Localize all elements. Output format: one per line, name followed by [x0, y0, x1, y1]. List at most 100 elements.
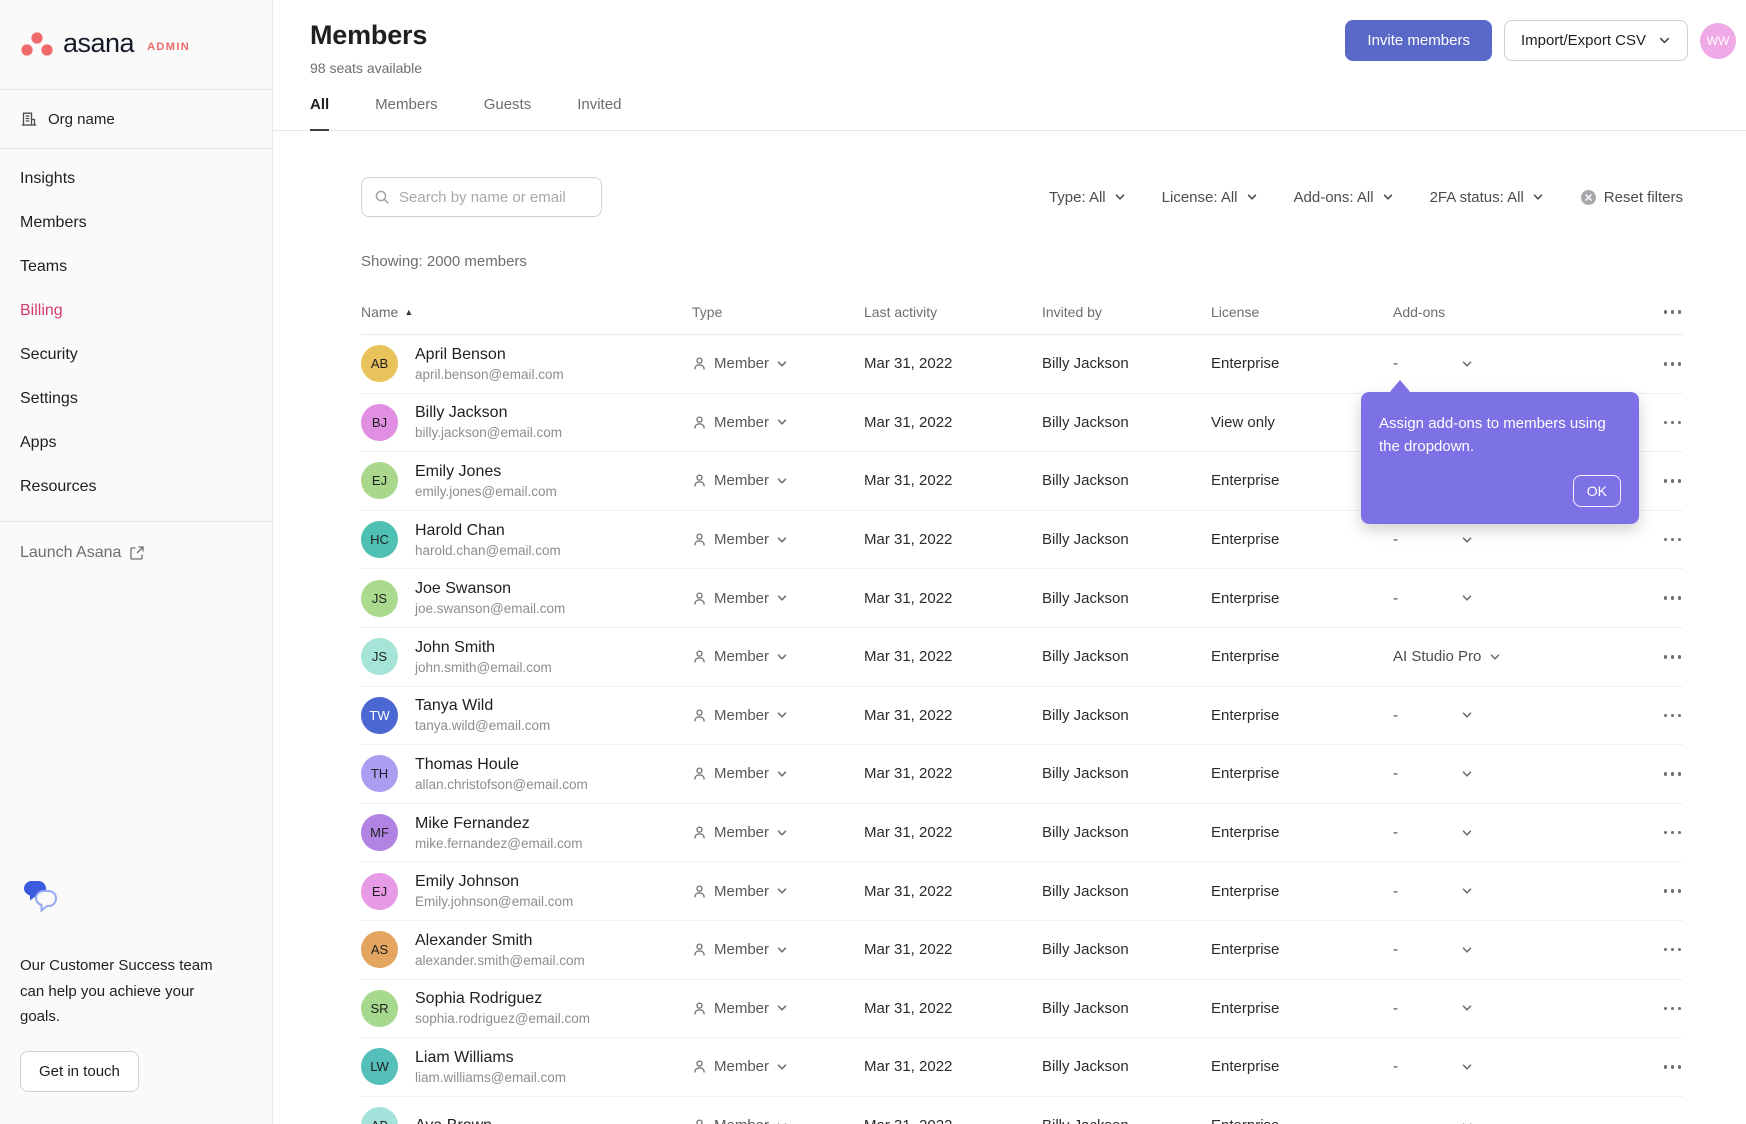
row-menu-button[interactable] [1662, 944, 1684, 956]
sidebar-item-resources[interactable]: Resources [0, 465, 272, 509]
filter-type[interactable]: Type: All [1049, 189, 1126, 206]
member-name: Joe Swanson [415, 580, 512, 598]
tab-members[interactable]: Members [375, 96, 438, 130]
tab-guests[interactable]: Guests [484, 96, 532, 130]
column-header-last-activity[interactable]: Last activity ▲ [864, 304, 1042, 320]
column-header-type[interactable]: Type ▲ [692, 304, 864, 320]
member-row: JS Joe Swanson joe.swanson@email.com Mem… [361, 569, 1683, 628]
invited-by-cell: Billy Jackson [1042, 1058, 1129, 1076]
tab-invited[interactable]: Invited [577, 96, 621, 130]
member-type-dropdown[interactable]: Member [692, 472, 864, 489]
member-name: Liam Williams [415, 1048, 514, 1066]
member-type-dropdown[interactable]: Member [692, 1117, 864, 1124]
row-menu-button[interactable] [1662, 1120, 1684, 1124]
member-name-cell[interactable]: JS John Smith john.smith@email.com [361, 638, 692, 676]
tab-all[interactable]: All [310, 96, 330, 131]
sidebar-item-security[interactable]: Security [0, 333, 272, 377]
column-header-name[interactable]: Name ▲ [361, 304, 692, 320]
sidebar-item-billing[interactable]: Billing [0, 289, 272, 333]
addons-dropdown[interactable]: - [1393, 1058, 1473, 1075]
member-name-cell[interactable]: EJ Emily Jones emily.jones@email.com [361, 462, 692, 500]
member-row: AB Ava Brown Member Mar 31, 2022 Billy J… [361, 1097, 1683, 1124]
addons-dropdown[interactable]: - [1393, 1000, 1473, 1017]
filter-2fa-status[interactable]: 2FA status: All [1430, 189, 1544, 206]
import-export-csv-button[interactable]: Import/Export CSV [1503, 20, 1688, 61]
chevron-down-icon [777, 654, 787, 660]
row-menu-button[interactable] [1662, 1003, 1684, 1015]
sidebar-item-label: Members [20, 214, 87, 231]
member-name-cell[interactable]: AB Ava Brown [361, 1107, 692, 1124]
member-name-cell[interactable]: SR Sophia Rodriguez sophia.rodriguez@ema… [361, 989, 692, 1027]
column-header-add-ons[interactable]: Add-ons ▲ [1393, 304, 1645, 320]
member-type-dropdown[interactable]: Member [692, 1000, 864, 1017]
member-type-dropdown[interactable]: Member [692, 883, 864, 900]
search-input[interactable] [399, 188, 598, 206]
member-type-dropdown[interactable]: Member [692, 707, 864, 724]
license-cell: Enterprise [1211, 472, 1280, 490]
row-menu-button[interactable] [1662, 534, 1684, 546]
member-name-cell[interactable]: MF Mike Fernandez mike.fernandez@email.c… [361, 814, 692, 852]
launch-asana-link[interactable]: Launch Asana [0, 522, 272, 584]
member-name-cell[interactable]: AB April Benson april.benson@email.com [361, 345, 692, 383]
page-header: Members 98 seats available Invite member… [273, 0, 1746, 76]
member-type-dropdown[interactable]: Member [692, 590, 864, 607]
member-email: joe.swanson@email.com [415, 601, 566, 617]
addons-dropdown[interactable]: - [1393, 824, 1473, 841]
sidebar-org[interactable]: Org name [0, 90, 272, 148]
addons-dropdown[interactable]: AI Studio Pro [1393, 648, 1501, 665]
row-menu-button[interactable] [1662, 417, 1684, 429]
sidebar-item-settings[interactable]: Settings [0, 377, 272, 421]
sidebar-item-insights[interactable]: Insights [0, 157, 272, 201]
member-name-cell[interactable]: JS Joe Swanson joe.swanson@email.com [361, 579, 692, 617]
row-menu-button[interactable] [1662, 710, 1684, 722]
table-header-menu[interactable] [1645, 306, 1683, 318]
member-type-dropdown[interactable]: Member [692, 531, 864, 548]
member-type-dropdown[interactable]: Member [692, 414, 864, 431]
member-name-cell[interactable]: EJ Emily Johnson Emily.johnson@email.com [361, 872, 692, 910]
addons-dropdown[interactable]: - [1393, 941, 1473, 958]
sidebar-item-apps[interactable]: Apps [0, 421, 272, 465]
get-in-touch-button[interactable]: Get in touch [20, 1051, 139, 1092]
reset-filters-button[interactable]: Reset filters [1580, 189, 1683, 206]
member-email: liam.williams@email.com [415, 1069, 566, 1085]
addons-dropdown[interactable]: - [1393, 707, 1473, 724]
filter-add-ons[interactable]: Add-ons: All [1294, 189, 1394, 206]
row-menu-button[interactable] [1662, 651, 1684, 663]
addons-dropdown[interactable]: - [1393, 590, 1473, 607]
addons-dropdown[interactable]: - [1393, 883, 1473, 900]
invite-members-button[interactable]: Invite members [1345, 20, 1492, 61]
seats-available: 98 seats available [310, 60, 423, 76]
column-header-invited-by[interactable]: Invited by ▲ [1042, 304, 1211, 320]
addons-dropdown[interactable]: - [1393, 765, 1473, 782]
tooltip-ok-button[interactable]: OK [1572, 474, 1621, 507]
member-name-cell[interactable]: TH Thomas Houle allan.christofson@email.… [361, 755, 692, 793]
member-type-dropdown[interactable]: Member [692, 1058, 864, 1075]
member-type-dropdown[interactable]: Member [692, 941, 864, 958]
row-menu-button[interactable] [1662, 475, 1684, 487]
member-name-cell[interactable]: LW Liam Williams liam.williams@email.com [361, 1048, 692, 1086]
row-menu-button[interactable] [1662, 1061, 1684, 1073]
addons-dropdown[interactable]: - [1393, 1117, 1473, 1124]
member-name-cell[interactable]: HC Harold Chan harold.chan@email.com [361, 521, 692, 559]
user-avatar[interactable]: WW [1700, 22, 1736, 59]
row-menu-button[interactable] [1662, 827, 1684, 839]
member-avatar: LW [361, 1048, 398, 1086]
member-type-dropdown[interactable]: Member [692, 765, 864, 782]
row-menu-button[interactable] [1662, 885, 1684, 897]
row-menu-button[interactable] [1662, 358, 1684, 370]
row-menu-button[interactable] [1662, 768, 1684, 780]
member-type-dropdown[interactable]: Member [692, 824, 864, 841]
addons-dropdown[interactable]: - [1393, 531, 1473, 548]
filter-license[interactable]: License: All [1162, 189, 1258, 206]
row-menu-button[interactable] [1662, 592, 1684, 604]
member-name-cell[interactable]: BJ Billy Jackson billy.jackson@email.com [361, 403, 692, 441]
member-name-cell[interactable]: AS Alexander Smith alexander.smith@email… [361, 931, 692, 969]
customer-success-text: Our Customer Success team can help you a… [20, 957, 213, 1025]
member-name-cell[interactable]: TW Tanya Wild tanya.wild@email.com [361, 696, 692, 734]
addons-dropdown[interactable]: - [1393, 355, 1473, 372]
member-type-dropdown[interactable]: Member [692, 648, 864, 665]
sidebar-item-teams[interactable]: Teams [0, 245, 272, 289]
member-type-dropdown[interactable]: Member [692, 355, 864, 372]
column-header-license[interactable]: License ▲ [1211, 304, 1393, 320]
sidebar-item-members[interactable]: Members [0, 201, 272, 245]
